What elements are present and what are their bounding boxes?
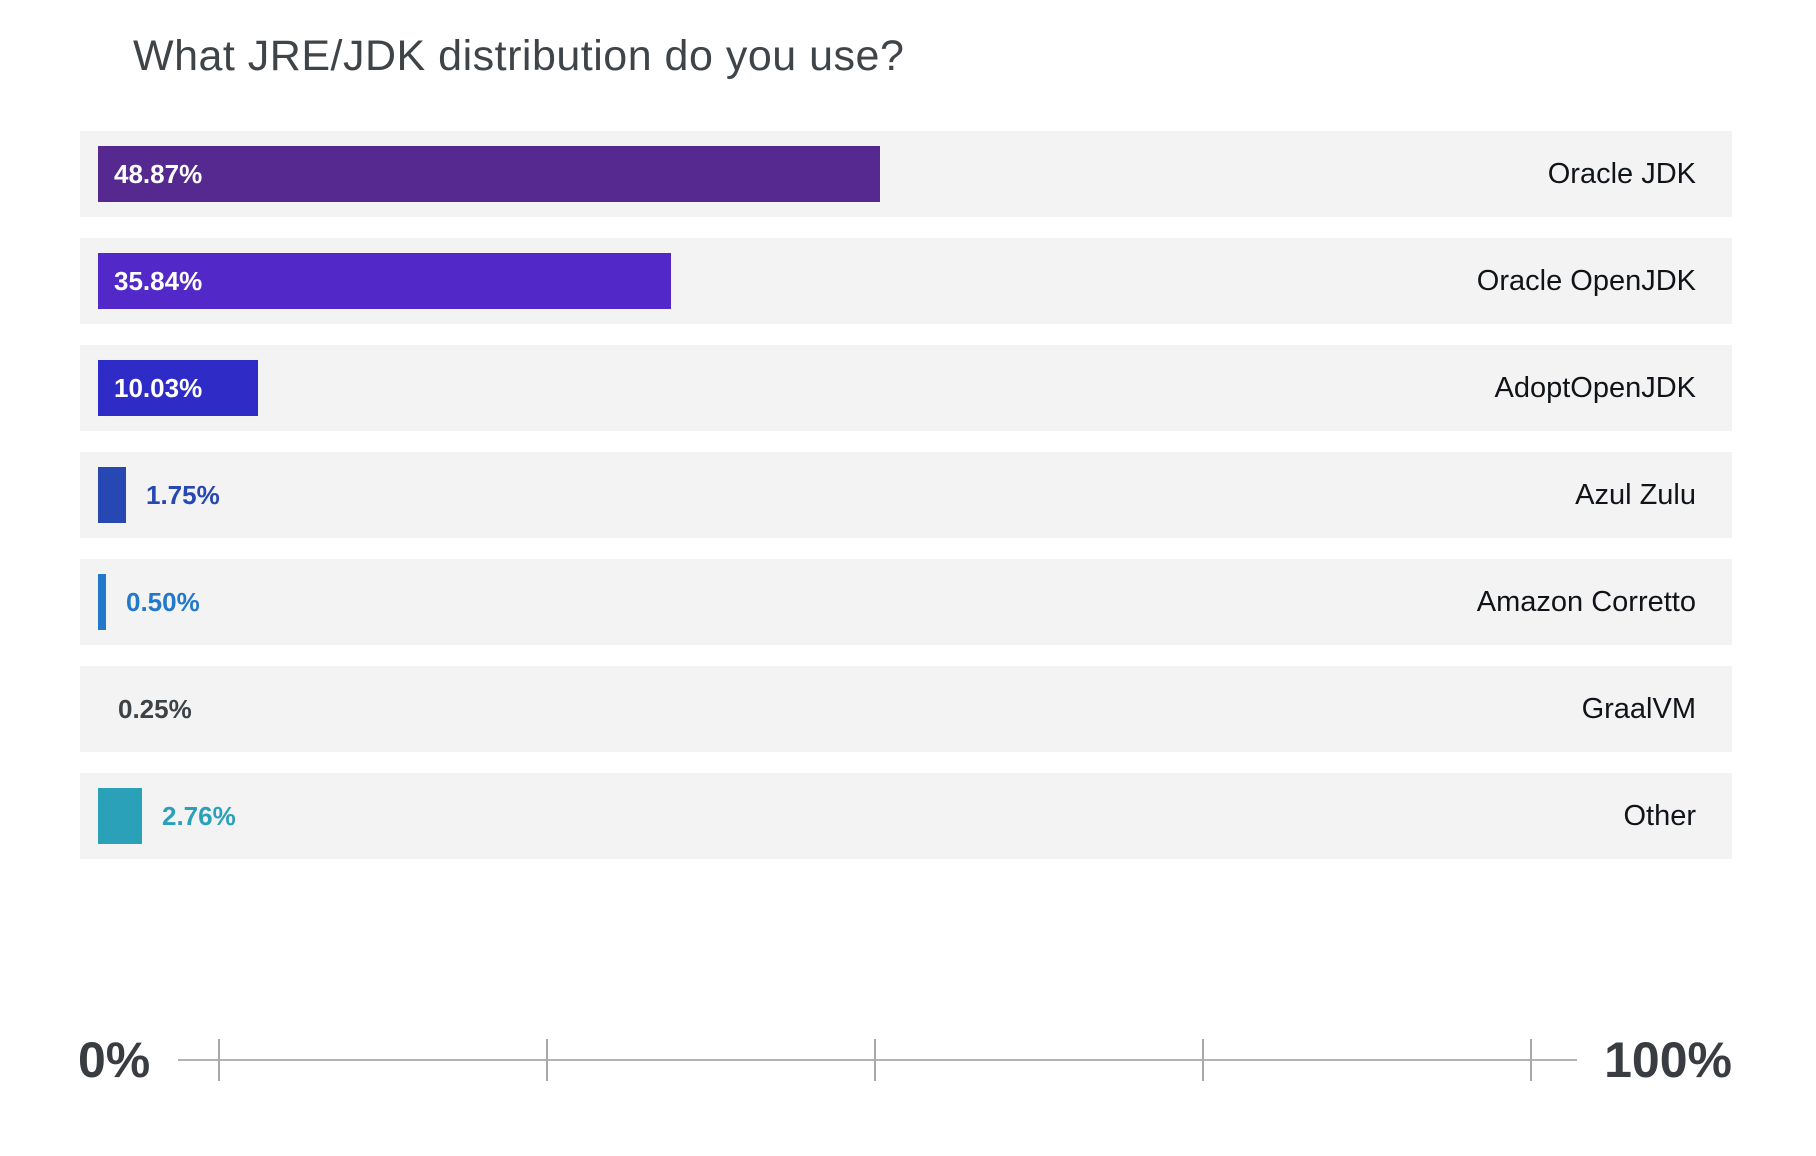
value-label: 0.50%	[126, 586, 200, 617]
bar-row-adoptopenjdk: 10.03% AdoptOpenJDK	[80, 345, 1732, 431]
chart-title: What JRE/JDK distribution do you use?	[133, 32, 905, 80]
bar-rows: 48.87% Oracle JDK 35.84% Oracle OpenJDK …	[80, 131, 1732, 880]
category-label: GraalVM	[1581, 692, 1696, 725]
axis-tick	[546, 1039, 548, 1081]
bar-azul-zulu	[98, 467, 126, 523]
bar-other	[98, 788, 142, 844]
value-label: 2.76%	[162, 800, 236, 831]
axis-label-max: 100%	[1604, 1032, 1732, 1088]
category-label: Azul Zulu	[1575, 478, 1696, 511]
bar-oracle-jdk	[98, 146, 880, 202]
axis-tick	[874, 1039, 876, 1081]
value-label: 1.75%	[146, 479, 220, 510]
bar-oracle-openjdk	[98, 253, 671, 309]
category-label: Amazon Corretto	[1476, 585, 1696, 618]
value-label: 35.84%	[114, 265, 203, 296]
category-label: Oracle JDK	[1547, 157, 1696, 190]
category-label: Other	[1623, 799, 1696, 832]
value-label: 0.25%	[118, 693, 192, 724]
value-label: 48.87%	[114, 158, 203, 189]
axis-tick	[218, 1039, 220, 1081]
value-label: 10.03%	[114, 372, 203, 403]
x-axis: 0% 100%	[0, 1035, 1816, 1095]
bar-amazon-corretto	[98, 574, 106, 630]
bar-row-graalvm: 0.25% GraalVM	[80, 666, 1732, 752]
bar-row-azul-zulu: 1.75% Azul Zulu	[80, 452, 1732, 538]
axis-line	[178, 1039, 1577, 1081]
bar-row-amazon-corretto: 0.50% Amazon Corretto	[80, 559, 1732, 645]
bar-row-oracle-jdk: 48.87% Oracle JDK	[80, 131, 1732, 217]
axis-tick	[1202, 1039, 1204, 1081]
axis-tick	[1530, 1039, 1532, 1081]
bar-row-oracle-openjdk: 35.84% Oracle OpenJDK	[80, 238, 1732, 324]
axis-label-min: 0%	[78, 1032, 151, 1088]
bar-row-other: 2.76% Other	[80, 773, 1732, 859]
bar-adoptopenjdk	[98, 360, 258, 416]
category-label: AdoptOpenJDK	[1494, 371, 1696, 404]
category-label: Oracle OpenJDK	[1476, 264, 1696, 297]
